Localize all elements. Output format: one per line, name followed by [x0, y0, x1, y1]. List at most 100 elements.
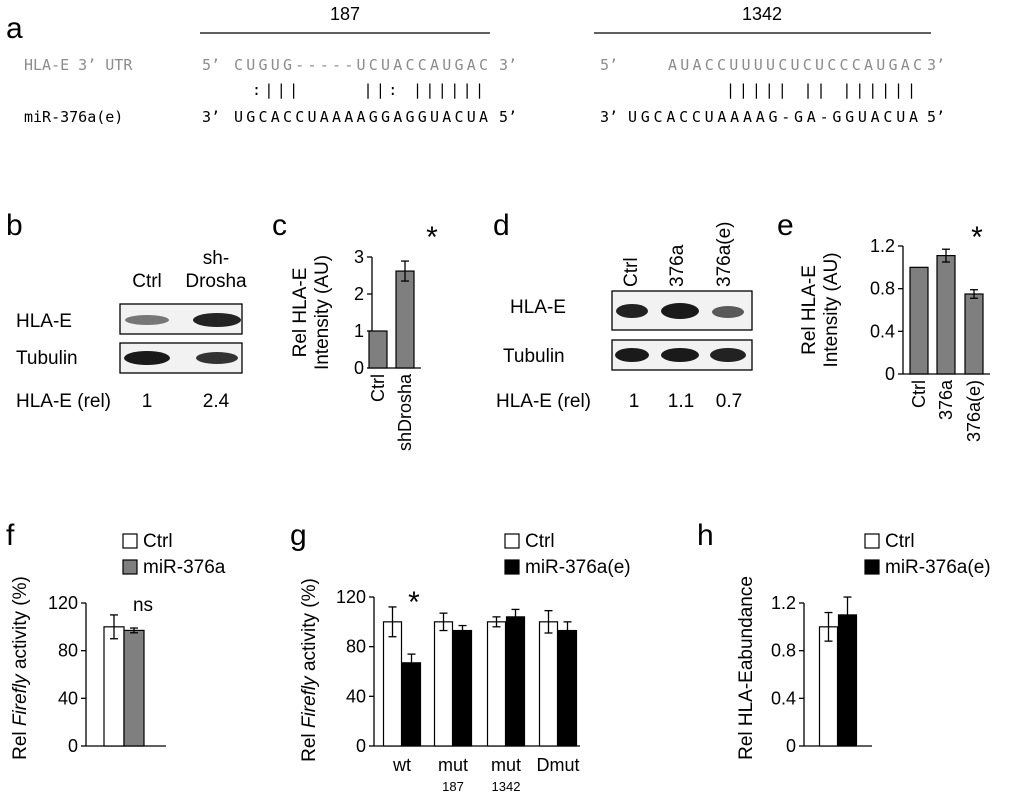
panel-letter-f: f — [6, 519, 15, 552]
utr-name-label: HLA-E 3’ UTR — [24, 56, 133, 74]
bar — [123, 629, 145, 747]
band-tubulin-ctrl — [615, 348, 649, 362]
legend-swatch — [504, 559, 520, 575]
panel-letter-g: g — [290, 519, 307, 552]
bar — [505, 616, 526, 747]
chart-panel-c: 0 1 2 3 Ctrl shDrosha Rel HLA-E Intensity (AU) * — [290, 221, 438, 451]
y-tick-label: 0 — [885, 364, 895, 384]
y-tick-label: 0 — [354, 358, 364, 378]
mir-site1-five-prime: 5’ — [499, 108, 517, 126]
utr-site2-sequence: AUACCUUUUCUCUCCCAUGAC — [668, 56, 922, 74]
bar — [368, 330, 388, 369]
lane-label-376a-e: 376a(e) — [714, 222, 735, 288]
bar — [964, 293, 984, 375]
y-axis-label-pre: Rel — [299, 728, 320, 762]
quant-label: HLA-E (rel) — [16, 391, 111, 412]
legend-swatch — [122, 533, 138, 549]
significance-annotation: * — [971, 221, 983, 254]
chart-panel-f: 0 40 80 120 Rel Firefly activity (%) ns Ctrl mi… — [10, 531, 226, 760]
lane-label-ctrl: Ctrl — [132, 271, 162, 292]
y-tick-label: 120 — [48, 593, 78, 613]
mir-site2-three-prime: 3’ — [600, 108, 618, 126]
y-tick-label: 1 — [354, 321, 364, 341]
band-tubulin-376a-e — [710, 348, 746, 362]
legend-swatch — [122, 559, 138, 575]
band-hla-e-ctrl — [125, 315, 169, 325]
quant-value-ctrl: 1 — [142, 391, 153, 412]
x-category-label: mut — [438, 755, 468, 775]
y-axis-label: Rel Firefly activity (%) — [299, 578, 320, 762]
chart-panel-g: 0 40 80 120 wt mut 187 mut 1342 Dmut Rel Firefly a… — [299, 531, 631, 794]
quant-value-376a-e: 0.7 — [716, 391, 742, 412]
mir-site1-three-prime: 3’ — [202, 108, 220, 126]
legend-swatch — [504, 533, 520, 549]
mir-name-label: miR-376a(e) — [24, 108, 123, 126]
lane-label-drosha: Drosha — [185, 271, 247, 292]
bar — [557, 629, 578, 747]
site1-position-label: 187 — [330, 4, 360, 24]
legend-label: Ctrl — [143, 531, 173, 552]
bar — [837, 614, 858, 747]
x-category-label: shDrosha — [395, 373, 415, 451]
x-category-label: wt — [392, 755, 411, 775]
row-label-hla-e: HLA-E — [16, 311, 72, 332]
y-tick-label: 40 — [346, 686, 366, 706]
y-tick-label: 1.2 — [771, 593, 796, 613]
panel-letter-b: b — [6, 209, 23, 242]
significance-annotation: * — [426, 221, 438, 254]
bar — [452, 629, 473, 747]
y-tick-label: 80 — [346, 637, 366, 657]
mir-site1-sequence: UGCACCUAAAAGGAGGUACUA — [234, 108, 488, 126]
utr-site1-five-prime: 5’ — [202, 56, 220, 74]
y-tick-label: 0.8 — [771, 641, 796, 661]
bar — [909, 266, 929, 375]
quant-value-shdrosha: 2.4 — [203, 391, 230, 412]
lane-label-sh: sh- — [203, 248, 229, 269]
y-axis-label-line2: Intensity (AU) — [312, 255, 333, 370]
x-category-label: Ctrl — [368, 374, 388, 402]
bar — [401, 662, 422, 747]
legend-label: miR-376a — [143, 557, 226, 578]
y-axis-label-italic: Firefly — [10, 673, 31, 726]
panel-letter-d: d — [493, 209, 510, 242]
y-tick-label: 0.8 — [870, 279, 895, 299]
lane-label-376a: 376a — [667, 244, 688, 287]
y-axis-label-post: activity (%) — [10, 576, 31, 674]
bar — [538, 621, 559, 747]
panel-letter-a: a — [6, 12, 23, 45]
x-category-label: Dmut — [536, 755, 579, 775]
legend-label: Ctrl — [885, 531, 915, 552]
row-label-hla-e: HLA-E — [510, 297, 566, 318]
bar — [486, 621, 507, 747]
x-category-label: mut — [491, 755, 521, 775]
y-axis-label-line2: Intensity (AU) — [821, 252, 842, 367]
site1-pairing: :||| ||: |||||| — [252, 81, 484, 99]
panel-b-blot: Ctrl sh- Drosha HLA-E Tubulin HLA-E (rel… — [16, 248, 247, 412]
row-label-tubulin: Tubulin — [503, 346, 565, 367]
site2-pairing: ||||| || |||||| — [726, 81, 916, 99]
y-tick-label: 0.4 — [870, 321, 895, 341]
mir-site2-five-prime: 5’ — [927, 108, 945, 126]
utr-site2-three-prime: 3’ — [927, 56, 945, 74]
bar — [818, 626, 839, 747]
y-tick-label: 0 — [68, 736, 78, 756]
y-tick-label: 0.4 — [771, 688, 796, 708]
quant-label: HLA-E (rel) — [496, 391, 591, 412]
significance-annotation: * — [408, 586, 420, 619]
y-tick-label: 2 — [354, 284, 364, 304]
y-axis-label: Rel Firefly activity (%) — [10, 576, 31, 760]
chart-panel-h: 0 0.4 0.8 1.2 Rel HLA-Eabundance Ctrl miR-376a… — [736, 531, 991, 760]
band-hla-e-376a — [661, 303, 699, 319]
y-axis-label-italic: Firefly — [299, 675, 320, 728]
mir-site2-sequence: UGCACCUAAAAG-GA-GGUACUA — [628, 108, 918, 126]
y-tick-label: 40 — [58, 688, 78, 708]
bar — [103, 626, 125, 747]
x-category-label: Ctrl — [909, 380, 929, 408]
bar — [382, 621, 403, 747]
legend-label: miR-376a(e) — [525, 557, 631, 578]
bar — [936, 255, 956, 375]
y-tick-label: 80 — [58, 641, 78, 661]
panel-letter-h: h — [697, 519, 714, 552]
lane-label-ctrl: Ctrl — [621, 257, 642, 287]
utr-site2-five-prime: 5’ — [600, 56, 618, 74]
